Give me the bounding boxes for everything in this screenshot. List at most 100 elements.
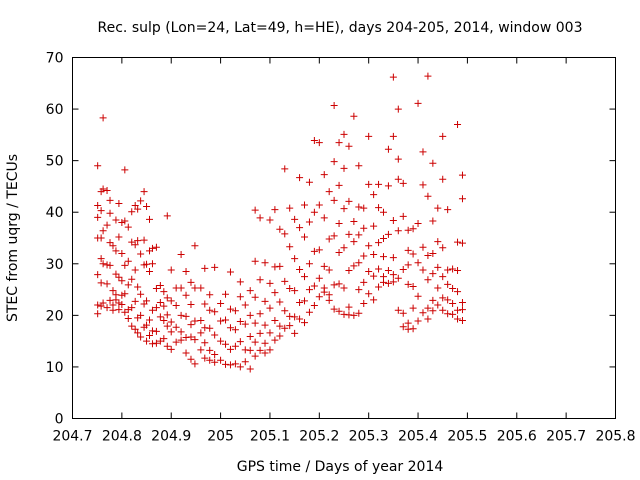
data-point (251, 352, 259, 360)
data-point (414, 220, 422, 228)
data-point (429, 270, 437, 278)
data-point (296, 265, 304, 273)
data-point (206, 291, 214, 299)
data-point (261, 297, 269, 305)
data-point (201, 324, 209, 332)
data-point (256, 214, 264, 222)
x-tick-label: 205.7 (546, 429, 586, 445)
data-point (206, 306, 214, 314)
x-tick-label: 204.8 (102, 429, 142, 445)
data-point (350, 112, 358, 120)
data-point (345, 142, 353, 150)
data-point (394, 105, 402, 113)
data-point (261, 259, 269, 267)
data-point (404, 280, 412, 288)
data-point (365, 132, 373, 140)
data-point (94, 213, 102, 221)
data-point (330, 305, 338, 313)
y-tick-label: 10 (46, 360, 64, 376)
data-point (146, 215, 154, 223)
data-point (379, 278, 387, 286)
data-point (414, 99, 422, 107)
data-point (231, 307, 239, 315)
data-point (375, 283, 383, 291)
data-point (211, 308, 219, 316)
data-point (163, 342, 171, 350)
data-point (201, 339, 209, 347)
data-point (152, 339, 160, 347)
data-point (236, 338, 244, 346)
data-point (241, 358, 249, 366)
data-point (305, 178, 313, 186)
data-point (137, 197, 145, 205)
data-point (424, 72, 432, 80)
data-point (115, 273, 123, 281)
data-point (404, 226, 412, 234)
data-point (419, 266, 427, 274)
data-point (439, 273, 447, 281)
data-point (217, 317, 225, 325)
data-point (330, 101, 338, 109)
data-point (124, 223, 132, 231)
data-point (256, 329, 264, 337)
data-point (301, 297, 309, 305)
data-point (281, 165, 289, 173)
data-point (146, 316, 154, 324)
data-point (404, 246, 412, 254)
data-point (152, 285, 160, 293)
data-point (414, 259, 422, 267)
data-point (439, 306, 447, 314)
data-point (429, 159, 437, 167)
data-point (118, 291, 126, 299)
data-point (384, 230, 392, 238)
data-point (296, 298, 304, 306)
data-point (246, 346, 254, 354)
data-point (222, 316, 230, 324)
data-point (370, 222, 378, 230)
data-point (434, 204, 442, 212)
data-point (109, 242, 117, 250)
data-point (296, 174, 304, 182)
data-point (128, 304, 136, 312)
data-point (251, 257, 259, 265)
data-point (163, 322, 171, 330)
data-point (167, 297, 175, 305)
data-point (335, 139, 343, 147)
data-point (379, 208, 387, 216)
data-point (226, 324, 234, 332)
data-point (330, 158, 338, 166)
data-point (394, 274, 402, 282)
data-point (454, 266, 462, 274)
data-point (266, 304, 274, 312)
data-point (121, 166, 129, 174)
x-tick-label: 204.7 (52, 429, 92, 445)
data-point (281, 307, 289, 315)
data-point (340, 164, 348, 172)
data-point (266, 216, 274, 224)
data-point (109, 287, 117, 295)
data-point (115, 233, 123, 241)
data-point (94, 310, 102, 318)
data-point (291, 215, 299, 223)
data-point (177, 284, 185, 292)
data-point (320, 214, 328, 222)
data-point (325, 235, 333, 243)
data-point (429, 217, 437, 225)
data-point (301, 201, 309, 209)
data-point (389, 216, 397, 224)
data-point (143, 260, 151, 268)
data-point (340, 284, 348, 292)
data-point (286, 312, 294, 320)
data-point (429, 296, 437, 304)
data-point (434, 284, 442, 292)
data-point (330, 196, 338, 204)
data-point (201, 264, 209, 272)
data-point (191, 336, 199, 344)
data-point (201, 300, 209, 308)
chart-title: Rec. sulp (Lon=24, Lat=49, h=HE), days 2… (98, 20, 583, 36)
data-point (291, 255, 299, 263)
data-point (444, 206, 452, 214)
data-point (211, 331, 219, 339)
data-point (211, 351, 219, 359)
data-point (156, 313, 164, 321)
